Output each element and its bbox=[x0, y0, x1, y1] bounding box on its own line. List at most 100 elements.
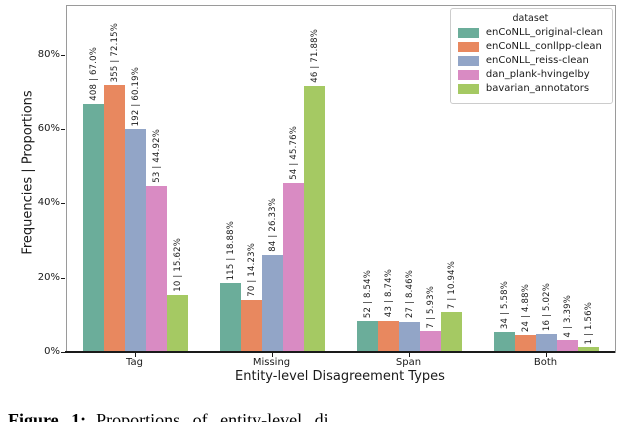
bar-value-label: 192 | 60.19% bbox=[130, 67, 141, 127]
y-tick-mark bbox=[61, 277, 65, 279]
x-tick-mark bbox=[134, 353, 136, 357]
x-tick-mark bbox=[271, 353, 273, 357]
bar-bavarian_annotators bbox=[441, 312, 462, 353]
figure-caption: Figure 1: Proportions of entity-level di bbox=[8, 410, 620, 422]
bar-value-label: 70 | 14.23% bbox=[246, 243, 257, 298]
bar-wrap: 115 | 18.88% bbox=[220, 221, 241, 353]
x-tick-label-missing: Missing bbox=[252, 357, 291, 368]
bar-wrap: 7 | 5.93% bbox=[420, 286, 441, 353]
y-tick-mark bbox=[61, 203, 65, 205]
caption-label: Figure 1: bbox=[8, 410, 87, 422]
caption-text: Proportions of entity-level di bbox=[96, 410, 329, 422]
bar-bavarian_annotators bbox=[578, 347, 599, 353]
legend-item-dan_plank-hvingelby: dan_plank-hvingelby bbox=[457, 69, 603, 80]
bar-value-label: 27 | 8.46% bbox=[404, 270, 415, 319]
bar-wrap: 46 | 71.88% bbox=[304, 29, 325, 353]
y-tick-mark bbox=[61, 54, 65, 56]
bar-wrap: 24 | 4.88% bbox=[515, 284, 536, 353]
x-tick-label-both: Both bbox=[533, 357, 558, 368]
bar-wrap: 10 | 15.62% bbox=[167, 238, 188, 353]
bar-enCoNLL_reiss-clean bbox=[399, 321, 420, 353]
bar-value-label: 53 | 44.92% bbox=[151, 129, 162, 184]
bar-wrap: 408 | 67.0% bbox=[83, 47, 104, 353]
legend-title: dataset bbox=[512, 13, 549, 24]
legend-label: enCoNLL_original-clean bbox=[485, 27, 603, 38]
bar-wrap: 7 | 10.94% bbox=[441, 261, 462, 353]
bar-value-label: 43 | 8.74% bbox=[383, 269, 394, 318]
bar-enCoNLL_original-clean bbox=[220, 282, 241, 353]
bar-value-label: 34 | 5.58% bbox=[499, 281, 510, 330]
bar-group-missing: 115 | 18.88% 70 | 14.23% 84 | 26.33% 54 | 4… bbox=[204, 6, 341, 353]
bar-groups: 408 | 67.0% 355 | 72.15% 192 | 60.19% 53 | … bbox=[67, 6, 615, 353]
x-axis-line bbox=[65, 351, 615, 353]
bar-dan_plank-hvingelby bbox=[420, 330, 441, 353]
bar-enCoNLL_reiss-clean bbox=[536, 334, 557, 353]
bar-value-label: 52 | 8.54% bbox=[362, 270, 373, 319]
bar-wrap: 192 | 60.19% bbox=[125, 67, 146, 353]
x-axis-label: Entity-level Disagreement Types bbox=[235, 369, 445, 384]
bar-dan_plank-hvingelby bbox=[283, 183, 304, 353]
bar-value-label: 84 | 26.33% bbox=[267, 198, 278, 253]
y-tick-label: 0% bbox=[44, 346, 60, 357]
legend-item-enCoNLL_reiss-clean: enCoNLL_reiss-clean bbox=[457, 55, 603, 66]
bar-wrap: 43 | 8.74% bbox=[378, 269, 399, 353]
bar-wrap: 52 | 8.54% bbox=[357, 270, 378, 353]
legend-label: enCoNLL_conllpp-clean bbox=[485, 41, 602, 52]
legend-color-patch bbox=[457, 27, 479, 38]
y-tick-label: 40% bbox=[37, 197, 60, 209]
bar-value-label: 355 | 72.15% bbox=[109, 22, 120, 82]
legend-color-patch bbox=[457, 83, 479, 94]
bar-wrap: 34 | 5.58% bbox=[494, 281, 515, 353]
bar-enCoNLL_conllpp-clean bbox=[515, 334, 536, 353]
legend-label: enCoNLL_reiss-clean bbox=[485, 55, 589, 66]
bar-wrap: 70 | 14.23% bbox=[241, 243, 262, 353]
bar-enCoNLL_reiss-clean bbox=[262, 255, 283, 353]
bar-value-label: 24 | 4.88% bbox=[520, 283, 531, 332]
bar-value-label: 408 | 67.0% bbox=[88, 47, 99, 102]
bar-value-label: 46 | 71.88% bbox=[309, 29, 320, 83]
bar-wrap: 54 | 45.76% bbox=[283, 126, 304, 353]
y-tick-mark bbox=[61, 129, 65, 131]
legend-color-patch bbox=[457, 55, 479, 66]
bar-group-tag: 408 | 67.0% 355 | 72.15% 192 | 60.19% 53 | … bbox=[67, 6, 204, 353]
x-tick-label-span: Span bbox=[395, 357, 422, 368]
legend-label: dan_plank-hvingelby bbox=[485, 69, 590, 80]
legend-item-enCoNLL_conllpp-clean: enCoNLL_conllpp-clean bbox=[457, 41, 603, 52]
bar-value-label: 7 | 10.94% bbox=[446, 261, 457, 310]
bar-enCoNLL_original-clean bbox=[357, 321, 378, 353]
bar-value-label: 115 | 18.88% bbox=[225, 220, 236, 280]
bar-wrap: 27 | 8.46% bbox=[399, 270, 420, 353]
bar-enCoNLL_conllpp-clean bbox=[241, 300, 262, 353]
bar-wrap: 53 | 44.92% bbox=[146, 129, 167, 353]
bar-enCoNLL_original-clean bbox=[494, 332, 515, 353]
y-tick-label: 60% bbox=[37, 123, 60, 135]
y-axis-label: Frequencies | Proportions bbox=[20, 90, 36, 255]
bar-wrap: 84 | 26.33% bbox=[262, 198, 283, 353]
bar-wrap: 355 | 72.15% bbox=[104, 23, 125, 353]
bar-value-label: 10 | 15.62% bbox=[172, 238, 183, 292]
bar-group-both: 34 | 5.58% 24 | 4.88% 16 | 5.02% 4 | 3.39% 1… bbox=[478, 6, 615, 353]
legend-color-patch bbox=[457, 69, 479, 80]
y-tick-mark bbox=[61, 352, 65, 353]
x-tick-mark bbox=[545, 353, 547, 357]
bar-value-label: 4 | 3.39% bbox=[562, 294, 573, 338]
bar-wrap: 16 | 5.02% bbox=[536, 283, 557, 353]
bar-value-label: 54 | 45.76% bbox=[288, 126, 299, 180]
x-tick-label-tag: Tag bbox=[126, 357, 143, 368]
bar-value-label: 7 | 5.93% bbox=[425, 285, 436, 328]
legend-item-bavarian_annotators: bavarian_annotators bbox=[457, 83, 603, 94]
legend-color-patch bbox=[457, 41, 479, 52]
bar-bavarian_annotators bbox=[167, 294, 188, 353]
bar-wrap: 1 | 1.56% bbox=[578, 302, 599, 353]
bar-enCoNLL_reiss-clean bbox=[125, 129, 146, 353]
bar-enCoNLL_original-clean bbox=[83, 104, 104, 353]
bar-enCoNLL_conllpp-clean bbox=[104, 84, 125, 353]
bar-enCoNLL_conllpp-clean bbox=[378, 320, 399, 353]
y-tick-label: 80% bbox=[37, 48, 60, 60]
bar-value-label: 16 | 5.02% bbox=[541, 283, 552, 332]
legend-items: enCoNLL_original-clean enCoNLL_conllpp-cl… bbox=[457, 27, 603, 94]
legend: dataset enCoNLL_original-clean enCoNLL_co… bbox=[449, 8, 613, 104]
y-tick-label: 20% bbox=[37, 271, 60, 283]
legend-label: bavarian_annotators bbox=[485, 83, 590, 94]
